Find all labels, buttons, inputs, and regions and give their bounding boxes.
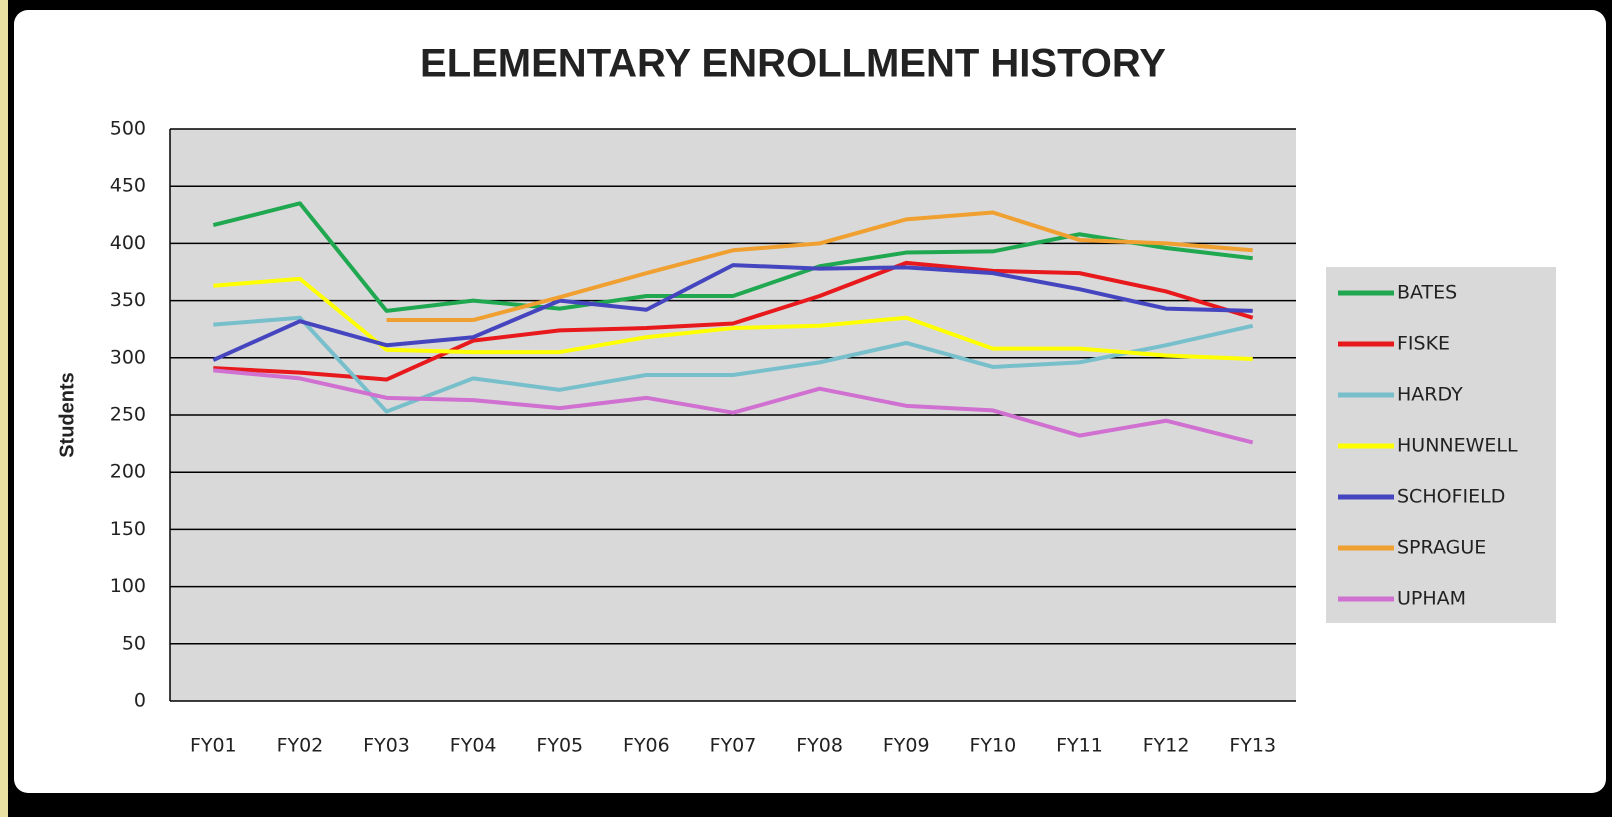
x-tick-label: FY03 bbox=[363, 735, 410, 757]
legend-label: HARDY bbox=[1397, 384, 1463, 406]
chart-title: ELEMENTARY ENROLLMENT HISTORY bbox=[420, 42, 1166, 86]
legend-label: UPHAM bbox=[1397, 588, 1466, 610]
legend-label: SPRAGUE bbox=[1397, 537, 1486, 559]
legend-label: BATES bbox=[1397, 282, 1457, 304]
series-line bbox=[213, 368, 1254, 445]
x-tick-label: FY13 bbox=[1229, 735, 1276, 757]
series-line bbox=[212, 263, 1253, 362]
y-tick-label: 300 bbox=[110, 346, 146, 368]
x-tick-label: FY11 bbox=[1056, 735, 1103, 757]
x-tick-label: FY02 bbox=[277, 735, 324, 757]
y-tick-label: 400 bbox=[110, 232, 146, 254]
legend-label: FISKE bbox=[1397, 333, 1450, 355]
x-tick-label: FY06 bbox=[623, 735, 670, 757]
x-tick-label: FY08 bbox=[796, 735, 843, 757]
legend-label: HUNNEWELL bbox=[1397, 435, 1518, 457]
y-tick-label: 450 bbox=[110, 175, 146, 197]
x-tick-label: FY05 bbox=[536, 735, 583, 757]
series-line bbox=[212, 201, 1253, 313]
y-tick-label: 350 bbox=[110, 289, 146, 311]
y-tick-label: 250 bbox=[110, 404, 146, 426]
y-tick-label: 50 bbox=[122, 632, 146, 654]
frame-edge bbox=[0, 0, 8, 817]
y-tick-label: 200 bbox=[110, 461, 146, 483]
y-axis-label: Students bbox=[56, 372, 78, 458]
series-line bbox=[213, 315, 1254, 414]
x-tick-label: FY01 bbox=[190, 735, 237, 757]
x-tick-label: FY07 bbox=[710, 735, 757, 757]
y-tick-label: 500 bbox=[110, 118, 146, 140]
x-tick-label: FY10 bbox=[969, 735, 1016, 757]
y-tick-label: 0 bbox=[134, 690, 146, 712]
x-tick-label: FY12 bbox=[1143, 735, 1190, 757]
x-tick-label: FY04 bbox=[450, 735, 497, 757]
series-line bbox=[386, 210, 1253, 323]
series-line bbox=[213, 260, 1254, 382]
y-tick-label: 150 bbox=[110, 518, 146, 540]
x-tick-label: FY09 bbox=[883, 735, 930, 757]
legend-label: SCHOFIELD bbox=[1397, 486, 1505, 508]
series-line bbox=[213, 276, 1253, 361]
y-tick-label: 100 bbox=[110, 575, 146, 597]
